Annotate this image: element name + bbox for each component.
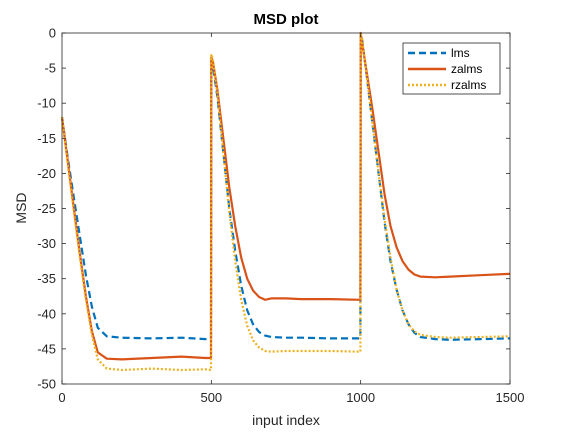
series-layer: [60, 31, 511, 372]
x-tick-label: 500: [200, 390, 222, 405]
x-axis-label: input index: [252, 412, 320, 428]
y-tick-label: -50: [37, 377, 56, 392]
series-line-lms: [60, 31, 511, 341]
x-tick-label: 1500: [496, 390, 525, 405]
y-tick-label: -30: [37, 236, 56, 251]
y-axis-label: MSD: [13, 192, 29, 223]
y-tick-label: -40: [37, 306, 56, 321]
series-line-rzalms: [60, 31, 511, 372]
ticks-layer: 0 500 1000 1500 0 -5 -10 -15 -20 -25 -30 -35 -40 -45 -…: [37, 26, 524, 406]
legend: lms zalms rzalms: [402, 42, 501, 95]
y-tick-label: -5: [44, 61, 56, 76]
y-tick-label: -20: [37, 166, 56, 181]
plot-frame: [61, 32, 511, 385]
chart-title: MSD plot: [254, 11, 319, 28]
y-tick-label: 0: [49, 26, 56, 41]
y-tick-label: -45: [37, 341, 56, 356]
y-tick-label: -35: [37, 271, 56, 286]
x-tick-label: 1000: [346, 390, 375, 405]
legend-label-zalms: zalms: [451, 62, 482, 76]
series-line-zalms: [60, 31, 511, 361]
y-tick-label: -10: [37, 96, 56, 111]
y-tick-label: -15: [37, 131, 56, 146]
legend-label-rzalms: rzalms: [451, 78, 486, 92]
y-tick-label: -25: [37, 201, 56, 216]
legend-label-lms: lms: [451, 46, 470, 60]
x-tick-label: 0: [58, 390, 65, 405]
